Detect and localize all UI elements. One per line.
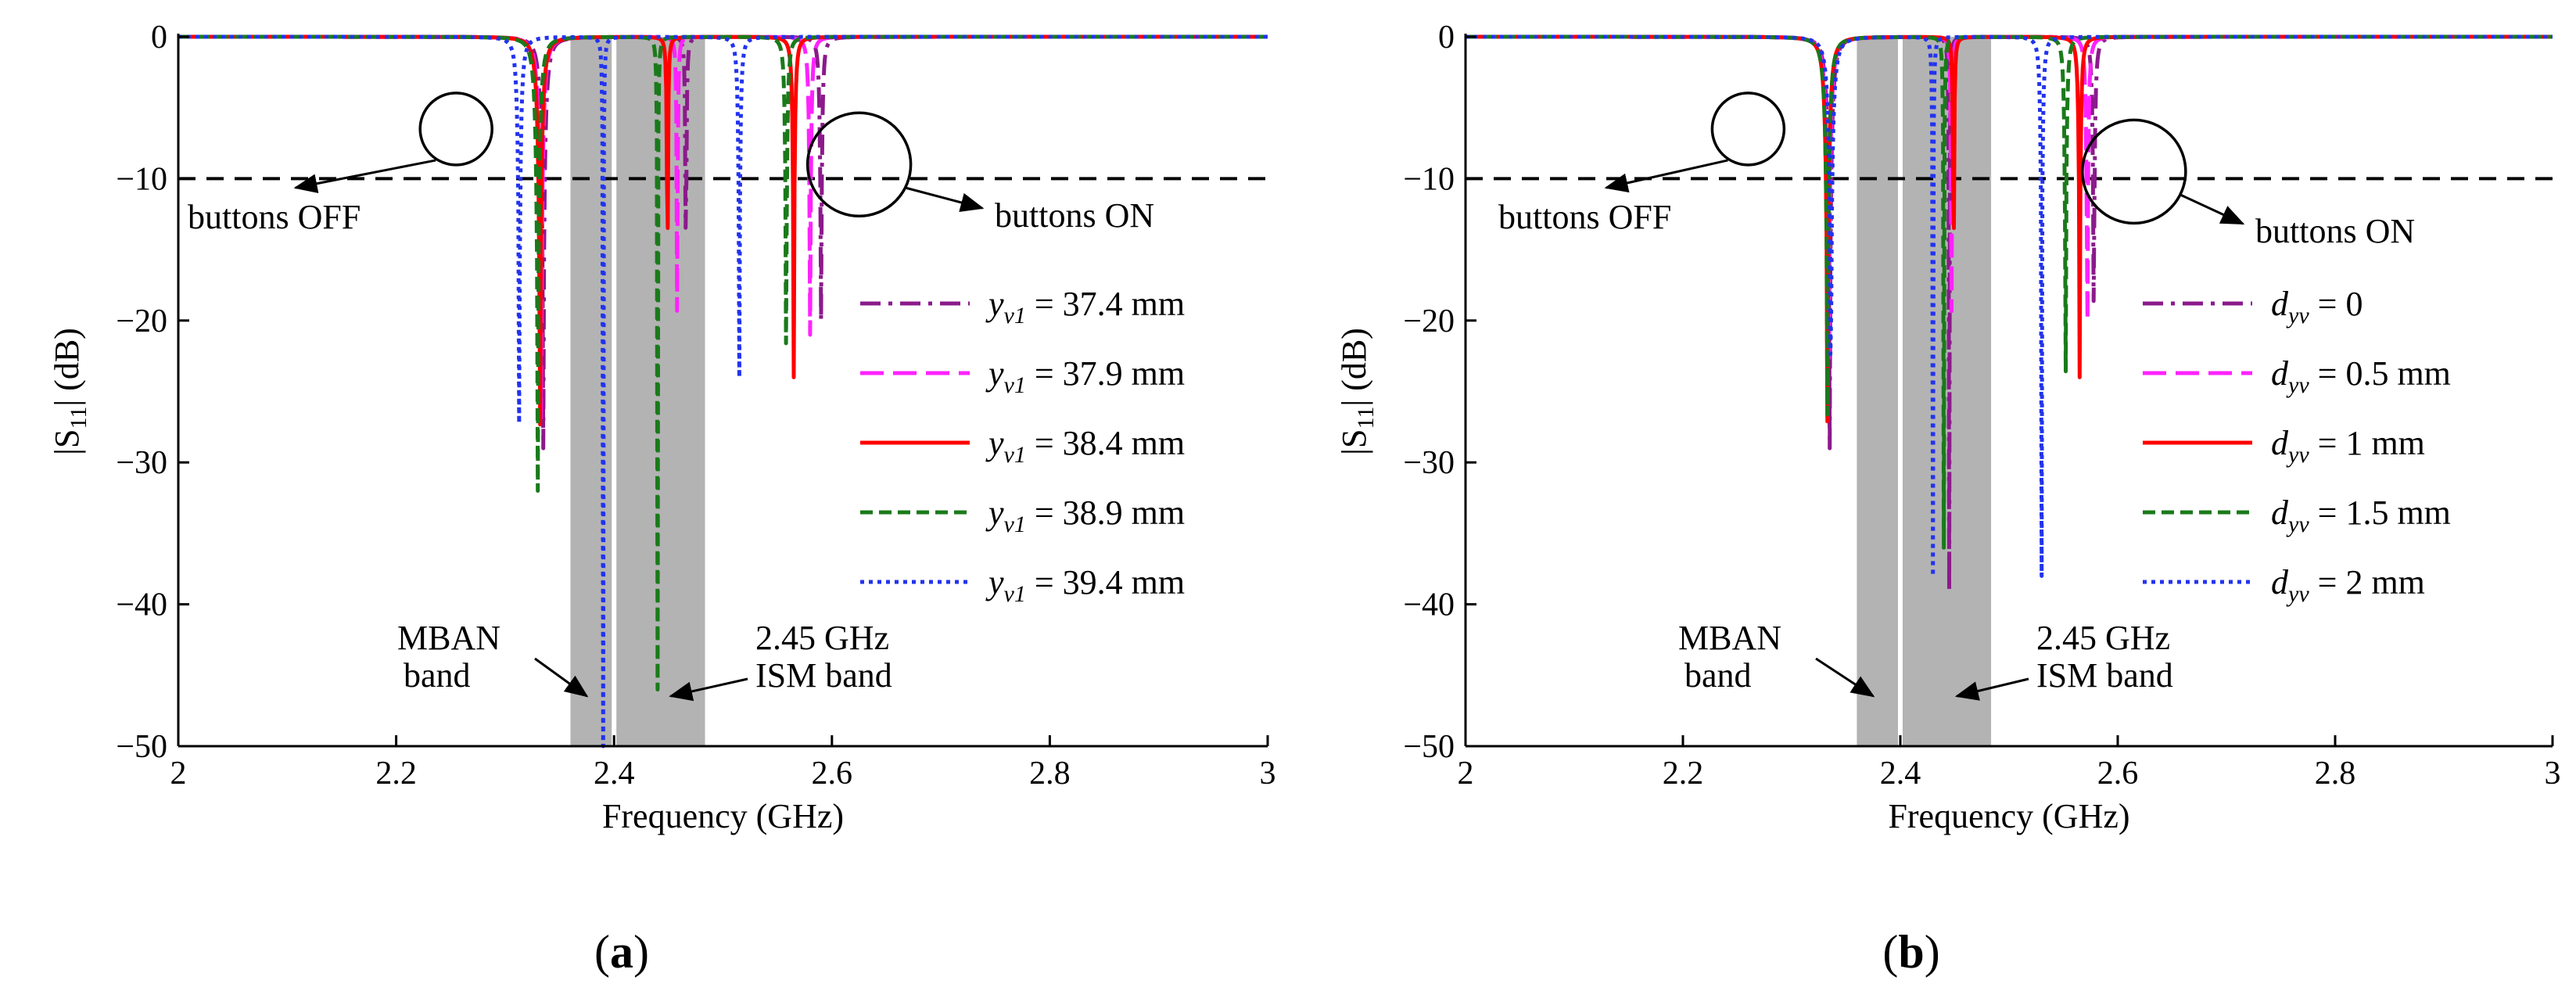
chart-panel-b: 2 2.2 2.4 2.6 2.8 3 0 −10 −20 −30 −40 −50 Frequency … xyxy=(1335,20,2561,978)
buttons-off-circle xyxy=(1710,92,1786,167)
y-tick-label: −40 xyxy=(1403,587,1455,623)
buttons-on-circle xyxy=(805,111,913,218)
legend-label-2: dyv = 0.5 mm xyxy=(2271,354,2451,398)
legend-label-4: dyv = 1.5 mm xyxy=(2271,494,2451,537)
band-mban xyxy=(1857,37,1900,746)
y-tick-label: −10 xyxy=(1403,161,1455,197)
mban-band-label: MBAN band xyxy=(397,619,500,695)
y-tick-label: −20 xyxy=(116,303,167,339)
legend-label-1: yv1 = 37.4 mm xyxy=(985,285,1185,329)
y-tick-label: −30 xyxy=(1403,445,1455,481)
buttons-off-arrow xyxy=(293,159,436,193)
x-tick-label: 2.8 xyxy=(2315,756,2356,792)
buttons-on-label: buttons ON xyxy=(2255,212,2415,250)
y-tick-label: −10 xyxy=(116,161,167,197)
legend-label-5: yv1 = 39.4 mm xyxy=(985,563,1185,607)
y-tick-label: −50 xyxy=(1403,729,1455,765)
series-line-5 xyxy=(1464,34,2554,578)
band-mban xyxy=(570,37,615,746)
chart-panel-a: 2 2.2 2.4 2.6 2.8 3 0 −10 −20 −30 −40 −50 Frequency … xyxy=(48,20,1276,978)
buttons-off-label: buttons OFF xyxy=(1498,198,1671,236)
series-line-5 xyxy=(177,34,1269,749)
x-tick-label: 3 xyxy=(2545,756,2561,792)
legend-label-2: yv1 = 37.9 mm xyxy=(985,354,1185,398)
buttons-on-circle xyxy=(2081,118,2187,225)
buttons-on-arrow xyxy=(2180,193,2245,225)
panel-caption: (b) xyxy=(1882,926,1939,978)
ism-band-label: 2.45 GHz ISM band xyxy=(2036,619,2173,695)
x-axis-label: Frequency (GHz) xyxy=(1888,797,2129,835)
ism-arrow xyxy=(1954,677,2029,701)
y-tick-label: −30 xyxy=(116,445,167,481)
buttons-off-circle xyxy=(418,92,493,167)
x-tick-label: 2.6 xyxy=(2097,756,2139,792)
x-tick-label: 2 xyxy=(1458,756,1474,792)
legend-label-4: yv1 = 38.9 mm xyxy=(985,494,1185,537)
x-tick-label: 2.2 xyxy=(375,756,417,792)
legend-label-5: dyv = 2 mm xyxy=(2271,563,2425,607)
series-line-4 xyxy=(177,34,1269,692)
x-tick-label: 2.4 xyxy=(594,756,635,792)
x-tick-label: 3 xyxy=(1260,756,1276,792)
legend-label-3: yv1 = 38.4 mm xyxy=(985,424,1185,468)
y-tick-label: −40 xyxy=(116,587,167,623)
x-tick-label: 2 xyxy=(170,756,187,792)
buttons-off-arrow xyxy=(1604,159,1728,193)
series-line-4 xyxy=(1464,34,2554,550)
ism-band-label: 2.45 GHz ISM band xyxy=(755,619,892,695)
y-tick-label: 0 xyxy=(151,20,167,56)
panel-caption: (a) xyxy=(594,926,649,978)
buttons-on-label: buttons ON xyxy=(995,196,1154,235)
y-tick-label: −50 xyxy=(116,729,167,765)
x-tick-label: 2.8 xyxy=(1029,756,1071,792)
y-axis-label: |S11| (dB) xyxy=(1335,328,1379,455)
mban-band-label: MBAN band xyxy=(1678,619,1781,695)
mban-arrow xyxy=(534,657,589,698)
legend-label-1: dyv = 0 xyxy=(2271,285,2363,329)
ism-arrow xyxy=(669,677,748,702)
buttons-off-label: buttons OFF xyxy=(188,198,361,236)
y-tick-label: 0 xyxy=(1438,20,1455,56)
mban-arrow xyxy=(1815,657,1875,698)
y-tick-label: −20 xyxy=(1403,303,1455,339)
buttons-on-arrow xyxy=(906,186,985,213)
y-axis-label: |S11| (dB) xyxy=(48,328,91,455)
x-axis-label: Frequency (GHz) xyxy=(602,797,844,835)
legend-label-3: dyv = 1 mm xyxy=(2271,424,2425,468)
x-tick-label: 2.4 xyxy=(1880,756,1921,792)
x-tick-label: 2.6 xyxy=(812,756,853,792)
x-tick-label: 2.2 xyxy=(1663,756,1704,792)
